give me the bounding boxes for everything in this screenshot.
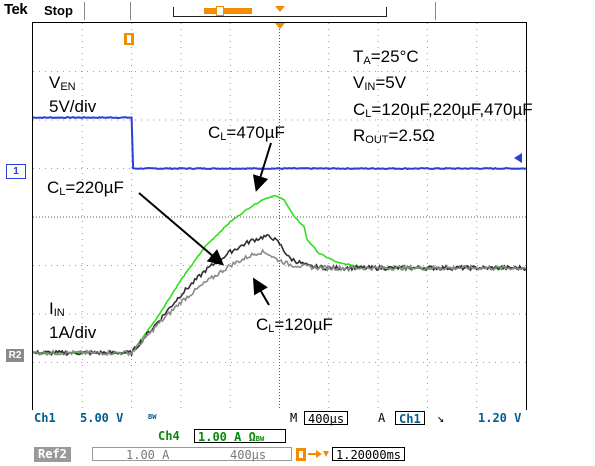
ch4-label: Ch4 [158,429,180,443]
divider [84,2,85,20]
ta-annotation: TA=25°C [353,47,419,67]
ch1-bw-limit: BW [148,413,157,421]
divider [435,2,436,20]
trigger-position-arrow-icon [296,448,329,461]
trigger-position-value: 1.20000ms [332,447,406,462]
arrow-220 [138,192,225,266]
trigger-level-icon [514,153,522,163]
ch1-scale: 5.00 V [80,411,124,425]
record-window [204,8,252,14]
status-row-2: Ch4 1.00 A ΩBW [0,428,595,444]
record-window-marker [216,6,224,16]
cl-values-annotation: CL=120µF,220µF,470µF [353,100,533,120]
ref2-ground-marker: R2 [6,349,24,362]
trace-cl-120-f [33,248,526,357]
ven-label: VEN [49,73,76,93]
ch1-label: Ch1 [34,411,56,425]
trigger-level: 1.20 V [478,411,522,425]
waveform-screen: TA=25°C VIN=5V CL=120µF,220µF,470µF ROUT… [32,22,533,412]
trace-ven [33,116,526,171]
cl-470-label: CL=470µF [208,123,285,143]
ref2-time: 400µs [230,448,267,462]
status-row-1: Ch1 5.00 V BW M 400µs A Ch1 ↘ 1.20 V [0,410,595,426]
timebase-value: 400µs [304,411,349,426]
title-bar: Tek Stop [0,0,595,22]
rout-annotation: ROUT=2.5Ω [353,126,435,146]
status-row-3: Ref2 1.00 A 400µs 1.20000ms [0,446,595,464]
trigger-slope-icon: ↘ [437,411,445,425]
trigger-arrow-icon [275,6,285,12]
ch1-ground-marker: 1 [6,164,26,179]
a-label: A [378,411,386,425]
ven-scale: 5V/div [49,97,97,116]
run-state: Stop [44,3,73,18]
vin-annotation: VIN=5V [353,73,407,93]
ref2-label: Ref2 [34,447,71,462]
iin-scale: 1A/div [49,323,97,342]
trigger-marker-icon [275,23,285,29]
divider [130,2,131,20]
ch4-scale: 1.00 A ΩBW [194,429,286,444]
brand-logo: Tek [4,1,28,18]
m-label: M [290,411,298,425]
cl-220-label: CL=220µF [47,178,124,198]
waveform-plot [33,23,526,411]
trigger-position-icon [124,33,134,45]
cl-120-label: CL=120µF [256,315,333,335]
arrow-120 [252,277,270,306]
trace-cl-220-f [33,233,526,358]
ref2-settings [92,447,292,461]
annotation-arrows [138,142,272,306]
ref2-scale: 1.00 A [126,448,170,462]
trigger-source: Ch1 [395,411,425,426]
iin-label: IIN [49,299,65,319]
arrow-470 [252,142,272,192]
record-position-bar [173,6,387,17]
